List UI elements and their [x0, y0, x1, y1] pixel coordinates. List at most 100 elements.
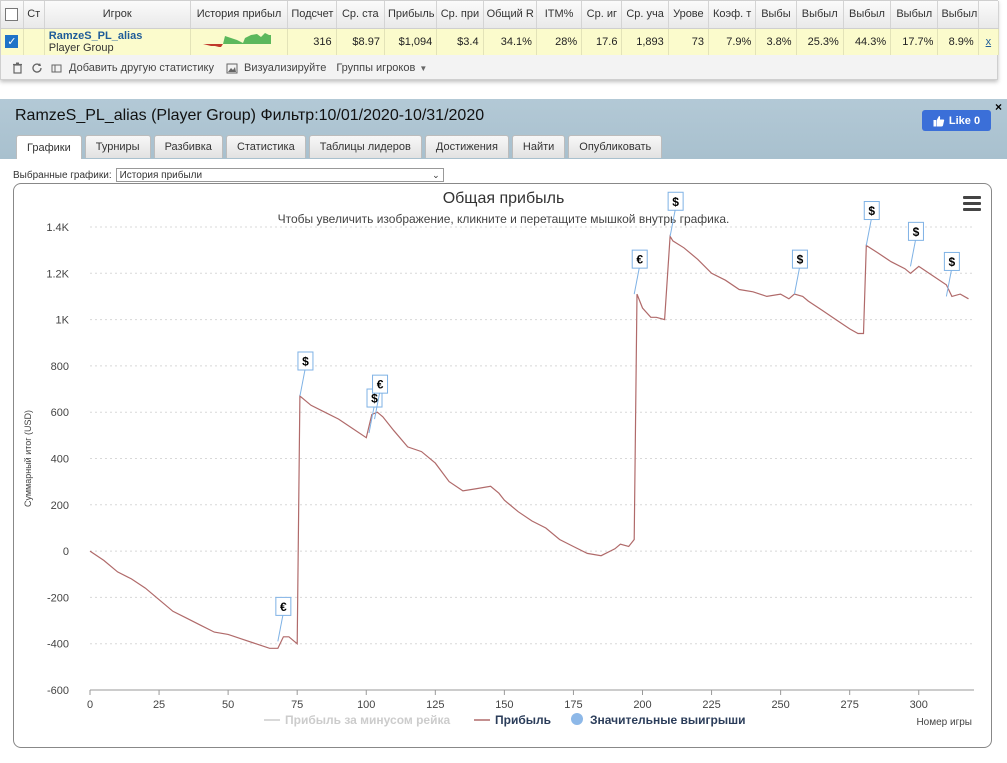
tab-find[interactable]: Найти: [511, 135, 566, 158]
col-header[interactable]: История прибыл: [190, 1, 289, 29]
visualize-button[interactable]: Визуализируйте: [224, 60, 326, 76]
chart-type-select[interactable]: История прибыли ⌄: [115, 168, 444, 182]
row-checkbox[interactable]: ✓: [5, 35, 19, 49]
significant-win-pointer: [374, 393, 381, 420]
y-tick-label: 1.2K: [46, 268, 69, 280]
col-header[interactable]: Выбыл: [843, 1, 892, 29]
significant-win-label: $: [672, 195, 679, 209]
stat-cell: 7.9%: [708, 28, 757, 55]
refresh-icon[interactable]: [29, 60, 45, 76]
col-header[interactable]: Ср. ста: [336, 1, 385, 29]
chevron-down-icon: ⌄: [432, 169, 440, 180]
x-tick-label: 150: [495, 699, 513, 711]
stat-cell: 3.8%: [755, 28, 797, 55]
x-axis-label: Номер игры: [916, 717, 972, 728]
selected-charts-label: Выбранные графики:: [13, 169, 112, 181]
col-header[interactable]: Прибыль: [384, 1, 438, 29]
stats-toolbar: Добавить другую статистику Визуализируйт…: [1, 56, 999, 80]
significant-win-flag[interactable]: [667, 191, 684, 211]
table-row[interactable]: ✓ RamzeS_PL_alias Player Group 316 $8.97…: [1, 28, 1000, 55]
tab-tournaments[interactable]: Турниры: [84, 135, 151, 158]
col-header[interactable]: Коэф. т: [708, 1, 757, 29]
legend-item-big-wins[interactable]: Значительные выигрыши: [590, 713, 746, 727]
y-tick-label: 1.4K: [46, 222, 69, 234]
table-header-row: Ст Игрок История прибыл Подсчет Ср. ста …: [1, 1, 1000, 29]
y-tick-label: 800: [51, 361, 69, 373]
close-icon[interactable]: ×: [995, 100, 1003, 114]
stat-cell: $8.97: [336, 28, 385, 55]
significant-win-flag[interactable]: [372, 374, 389, 394]
significant-win-flag[interactable]: [863, 201, 880, 221]
col-header[interactable]: Ст: [23, 1, 45, 29]
tab-breakdown[interactable]: Разбивка: [153, 135, 223, 158]
profit-series-line[interactable]: [89, 234, 969, 649]
col-header[interactable]: Выбыл: [937, 1, 979, 29]
col-header[interactable]: Общий R: [483, 1, 537, 29]
col-header[interactable]: Ср. уча: [621, 1, 669, 29]
col-header[interactable]: Выбы: [755, 1, 797, 29]
chart-title: Общая прибыль: [442, 190, 565, 207]
select-all-checkbox[interactable]: [5, 7, 19, 21]
significant-win-label: $: [913, 225, 920, 239]
tab-leaderboards[interactable]: Таблицы лидеров: [308, 135, 422, 158]
significant-win-pointer: [909, 240, 916, 267]
significant-win-flag[interactable]: [631, 249, 648, 269]
stat-cell: 17.6: [581, 28, 623, 55]
add-column-icon: [49, 60, 65, 76]
stat-cell: 1,893: [621, 28, 669, 55]
col-header[interactable]: Выбыл: [890, 1, 939, 29]
y-tick-label: 1K: [56, 315, 70, 327]
y-tick-label: -600: [47, 685, 69, 697]
remove-row-link[interactable]: x: [985, 35, 992, 48]
significant-win-flag[interactable]: [297, 351, 314, 371]
y-tick-label: 400: [51, 454, 69, 466]
x-tick-label: 200: [633, 699, 651, 711]
x-tick-label: 75: [291, 699, 303, 711]
player-groups-label: Группы игроков: [336, 62, 416, 74]
player-name-link[interactable]: RamzeS_PL_alias: [48, 29, 143, 42]
col-header[interactable]: Ср. при: [436, 1, 484, 29]
add-stats-button[interactable]: Добавить другую статистику: [49, 60, 214, 76]
trash-icon[interactable]: [9, 60, 25, 76]
col-header[interactable]: Выбыл: [796, 1, 844, 29]
player-groups-dropdown[interactable]: Группы игроков ▼: [336, 62, 427, 74]
significant-win-label: €: [636, 253, 643, 267]
significant-win-label: €: [280, 600, 287, 614]
col-header[interactable]: Игрок: [44, 1, 191, 29]
like-label: Like 0: [948, 114, 981, 127]
chart-menu-icon[interactable]: [963, 196, 981, 212]
col-header[interactable]: Урове: [668, 1, 710, 29]
col-header[interactable]: Ср. иг: [581, 1, 623, 29]
col-header[interactable]: Подсчет: [287, 1, 337, 29]
tab-statistics[interactable]: Статистика: [225, 135, 306, 158]
col-header[interactable]: ITM%: [536, 1, 583, 29]
chart-container[interactable]: Общая прибыль Чтобы увеличить изображени…: [13, 183, 992, 748]
remove-row-cell[interactable]: x: [978, 28, 1000, 55]
image-icon: [224, 60, 240, 76]
legend-swatch-big-wins[interactable]: [571, 713, 583, 725]
legend-item-net-profit[interactable]: Прибыль за минусом рейка: [285, 713, 450, 727]
report-tabs: Графики Турниры Разбивка Статистика Табл…: [16, 135, 663, 159]
tab-achievements[interactable]: Достижения: [424, 135, 509, 158]
y-axis-label: Суммарный итог (USD): [23, 410, 33, 507]
facebook-like-button[interactable]: Like 0: [922, 110, 991, 131]
significant-win-flag[interactable]: [907, 221, 924, 241]
significant-win-pointer: [277, 615, 284, 642]
significant-win-pointer: [945, 270, 952, 297]
legend-item-profit[interactable]: Прибыль: [495, 713, 551, 727]
player-cell[interactable]: RamzeS_PL_alias Player Group: [44, 28, 191, 55]
significant-win-flag[interactable]: [943, 251, 960, 271]
significant-win-label: $: [302, 354, 309, 368]
tab-charts[interactable]: Графики: [16, 135, 82, 159]
significant-win-label: $: [949, 255, 956, 269]
x-tick-label: 25: [153, 699, 165, 711]
player-group-label: Player Group: [48, 41, 114, 54]
x-tick-label: 250: [771, 699, 789, 711]
chart-plot[interactable]: 1.4K 1.2K 1K 800 600 400 200 0 -200 -400 -600 0 25 50…: [14, 184, 992, 748]
profit-history-sparkline[interactable]: [190, 28, 289, 55]
select-all-cell[interactable]: [1, 1, 24, 29]
tab-publish[interactable]: Опубликовать: [568, 135, 663, 158]
significant-win-flag[interactable]: [791, 249, 808, 269]
row-select-cell[interactable]: ✓: [1, 28, 24, 55]
significant-win-flag[interactable]: [275, 596, 292, 616]
